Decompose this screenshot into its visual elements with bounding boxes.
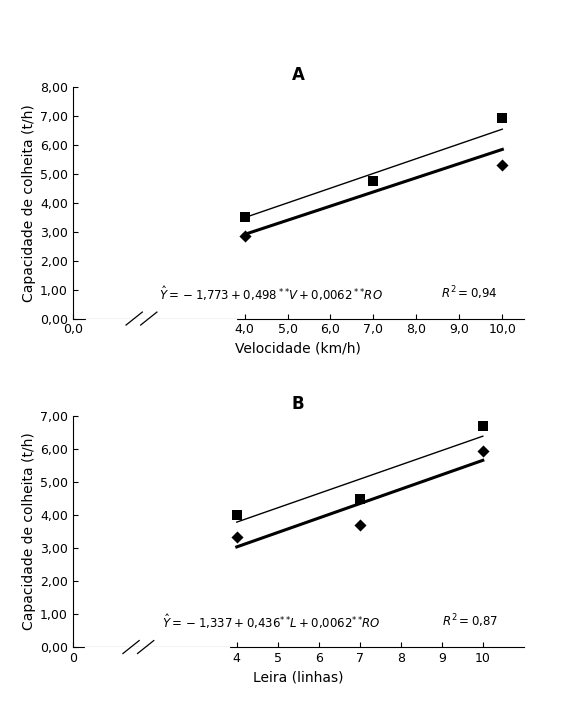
Title: B: B (292, 395, 304, 413)
Point (369, 174, 378, 186)
Point (355, 520, 364, 531)
Point (498, 113, 507, 124)
Text: $\hat{Y} = -1{,}773 + 0{,}498\,^{**}\!V + 0{,}0062\,^{**}\!RO$: $\hat{Y} = -1{,}773 + 0{,}498\,^{**}\!V … (159, 284, 383, 302)
Bar (86, 318, 236, 321)
Bar (85, 647, 229, 650)
Y-axis label: Capacidade de colheita (t/h): Capacidade de colheita (t/h) (22, 104, 36, 302)
Point (478, 420, 488, 432)
Point (240, 212, 249, 223)
Point (478, 446, 488, 457)
Point (232, 509, 242, 521)
Point (355, 494, 364, 505)
Text: $R^{2} = 0{,}94$: $R^{2} = 0{,}94$ (441, 284, 498, 302)
Point (232, 531, 242, 543)
Point (240, 230, 249, 241)
Point (498, 159, 507, 171)
Text: $\hat{Y} = -1{,}337 + 0{,}436^{**}\!L + 0{,}0062^{**}\!RO$: $\hat{Y} = -1{,}337 + 0{,}436^{**}\!L + … (162, 612, 381, 631)
X-axis label: Velocidade (km/h): Velocidade (km/h) (235, 342, 361, 356)
Y-axis label: Capacidade de colheita (t/h): Capacidade de colheita (t/h) (22, 433, 36, 630)
Text: $R^{2} = 0{,}87$: $R^{2} = 0{,}87$ (442, 613, 498, 630)
Title: A: A (292, 66, 305, 84)
X-axis label: Leira (linhas): Leira (linhas) (253, 670, 343, 684)
